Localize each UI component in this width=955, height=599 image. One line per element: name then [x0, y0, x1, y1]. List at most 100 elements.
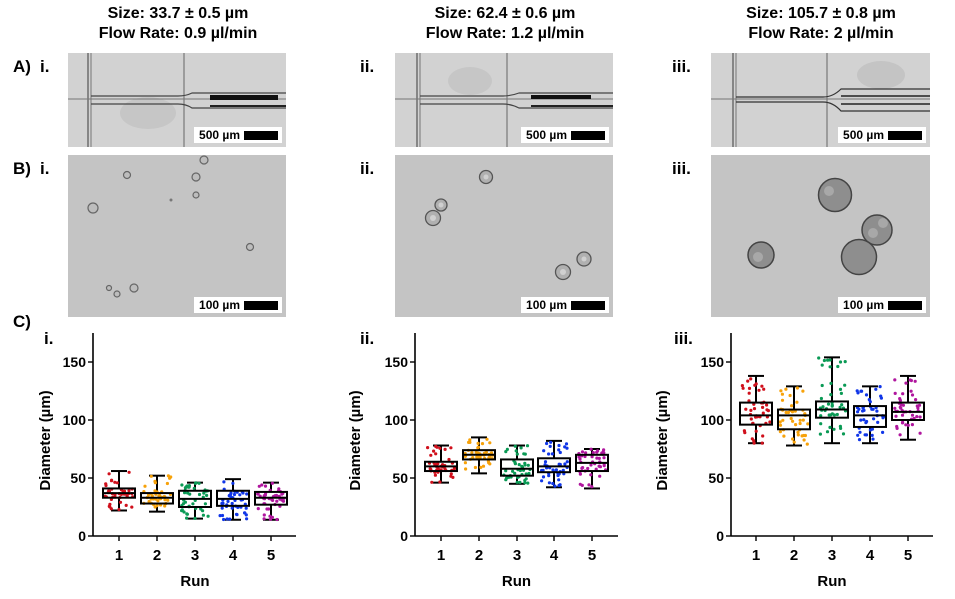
microgel-particles: [87, 155, 255, 298]
data-point: [791, 437, 795, 441]
data-point: [830, 404, 834, 408]
data-point: [557, 448, 561, 452]
data-point: [586, 466, 590, 471]
panel-a-ii-label: ii.: [360, 57, 375, 76]
data-point: [181, 502, 185, 506]
y-tick-label: 150: [701, 354, 725, 370]
data-point: [438, 446, 442, 450]
data-point: [263, 484, 268, 488]
data-point: [515, 452, 519, 456]
box-run-5: [891, 374, 925, 441]
scale-bar-icon: [244, 130, 278, 140]
data-point: [602, 448, 606, 452]
data-point: [463, 461, 467, 465]
data-point: [280, 498, 284, 502]
x-axis-title: Run: [180, 573, 209, 590]
data-point: [558, 450, 562, 455]
data-point: [780, 398, 785, 402]
chip-image-iii: 500 µm: [711, 53, 930, 147]
data-point: [270, 515, 274, 519]
data-point: [822, 358, 826, 363]
data-point: [226, 499, 230, 503]
x-tick-label: 4: [866, 547, 875, 564]
x-tick-label: 1: [752, 547, 760, 564]
scale-label: 500 µm: [526, 128, 567, 142]
data-point: [511, 469, 515, 473]
data-point: [122, 489, 127, 493]
data-point: [858, 430, 862, 434]
data-point: [795, 386, 799, 390]
data-point: [801, 418, 805, 422]
x-tick-label: 1: [115, 547, 123, 564]
data-point: [862, 418, 866, 422]
data-point: [277, 487, 281, 491]
data-point: [231, 481, 235, 485]
data-point: [527, 471, 531, 476]
data-point: [838, 405, 842, 409]
data-point: [781, 418, 785, 422]
x-tick-label: 2: [790, 547, 798, 564]
data-point: [107, 472, 111, 476]
data-point: [468, 440, 472, 444]
column-iii-header: Size: 105.7 ± 0.8 µm Flow Rate: 2 µl/min: [711, 4, 931, 44]
x-tick-label: 2: [475, 547, 483, 564]
scale-bar-icon: [571, 130, 605, 140]
scale-label: 100 µm: [199, 298, 240, 312]
data-point: [744, 407, 748, 411]
data-point: [191, 502, 195, 506]
data-point: [741, 386, 745, 390]
size-label: Size: 105.7 ± 0.8 µm: [746, 5, 896, 22]
y-tick-label: 0: [400, 528, 408, 544]
panel-b-ii-label: ii.: [360, 159, 375, 178]
y-axis-title: Diameter (µm): [347, 390, 364, 490]
data-point: [901, 403, 905, 407]
data-point: [591, 451, 595, 455]
data-point: [910, 413, 915, 417]
data-point: [218, 514, 222, 518]
data-point: [580, 450, 585, 454]
data-point: [761, 405, 765, 409]
y-tick-label: 150: [63, 354, 87, 370]
data-point: [149, 474, 153, 478]
data-points: [180, 481, 210, 520]
data-point: [232, 492, 237, 497]
data-point: [841, 432, 846, 436]
scale-bar-500um: 500 µm: [838, 127, 926, 143]
data-point: [598, 465, 602, 469]
data-point: [843, 360, 847, 364]
data-point: [878, 385, 882, 389]
data-point: [203, 502, 207, 506]
data-point: [747, 391, 751, 395]
data-points: [893, 378, 922, 437]
data-point: [199, 507, 203, 511]
data-point: [864, 393, 869, 397]
data-point: [829, 381, 833, 385]
data-point: [819, 422, 823, 426]
box-run-4: [216, 478, 250, 522]
x-tick-label: 2: [153, 547, 161, 564]
data-point: [470, 451, 474, 455]
data-point: [186, 491, 190, 495]
data-point: [863, 433, 867, 437]
data-point: [127, 470, 131, 474]
data-point: [584, 451, 588, 455]
data-point: [752, 407, 757, 411]
data-point: [153, 479, 157, 483]
data-point: [578, 457, 582, 461]
data-point: [485, 437, 489, 441]
data-point: [517, 463, 521, 467]
data-point: [590, 485, 594, 489]
data-point: [513, 444, 517, 448]
data-point: [488, 441, 492, 445]
size-label: Size: 33.7 ± 0.5 µm: [107, 5, 249, 22]
data-point: [556, 473, 560, 478]
y-axis-title: Diameter (µm): [654, 390, 671, 490]
panel-a-i-label: i.: [40, 57, 50, 76]
data-point: [821, 405, 825, 409]
data-point: [124, 503, 128, 507]
data-point: [875, 409, 879, 413]
data-point: [514, 449, 518, 453]
data-point: [838, 387, 843, 391]
data-point: [898, 405, 902, 409]
data-point: [817, 356, 821, 360]
